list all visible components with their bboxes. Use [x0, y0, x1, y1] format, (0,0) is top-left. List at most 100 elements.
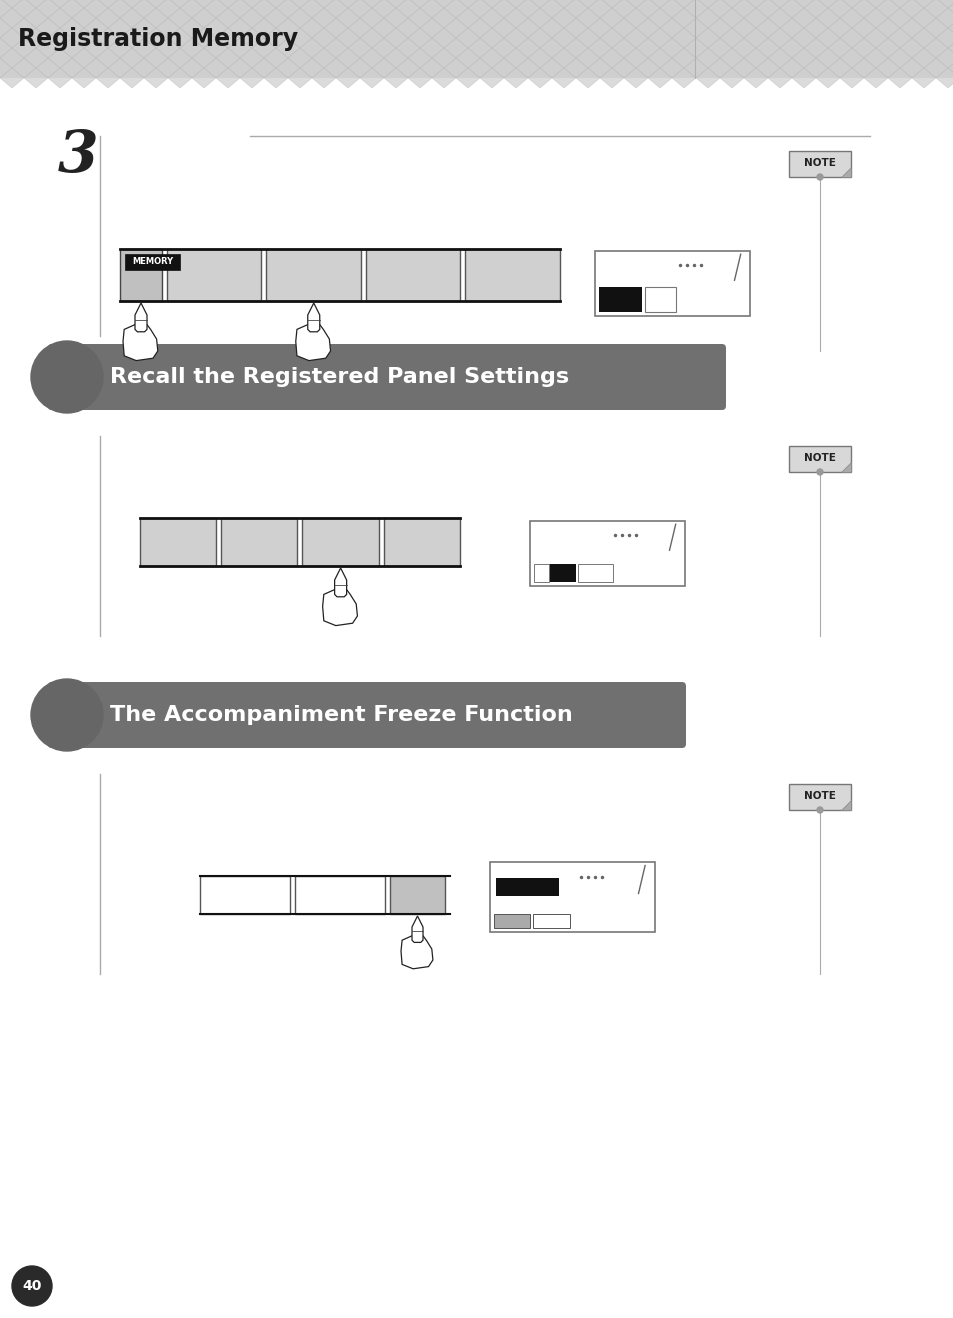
Polygon shape — [841, 167, 850, 177]
Polygon shape — [12, 0, 36, 18]
FancyBboxPatch shape — [548, 564, 576, 583]
Polygon shape — [359, 28, 384, 47]
Polygon shape — [252, 18, 275, 38]
Polygon shape — [24, 47, 48, 69]
Polygon shape — [468, 0, 492, 18]
Polygon shape — [400, 936, 433, 969]
FancyBboxPatch shape — [465, 249, 559, 301]
Polygon shape — [935, 47, 953, 69]
Polygon shape — [492, 58, 516, 78]
Polygon shape — [204, 38, 228, 58]
Polygon shape — [144, 47, 168, 69]
Polygon shape — [576, 0, 599, 8]
FancyBboxPatch shape — [383, 518, 459, 565]
Polygon shape — [443, 38, 468, 58]
Polygon shape — [0, 0, 24, 8]
Polygon shape — [935, 69, 953, 88]
Polygon shape — [372, 58, 395, 78]
Polygon shape — [599, 0, 623, 8]
Polygon shape — [875, 58, 899, 78]
Polygon shape — [875, 0, 899, 18]
Polygon shape — [827, 0, 851, 18]
FancyBboxPatch shape — [266, 249, 360, 301]
Polygon shape — [96, 28, 120, 47]
Polygon shape — [335, 0, 359, 8]
FancyBboxPatch shape — [390, 876, 444, 913]
Polygon shape — [312, 28, 335, 47]
Polygon shape — [479, 8, 503, 28]
Polygon shape — [348, 0, 372, 18]
Polygon shape — [264, 69, 288, 88]
Polygon shape — [947, 18, 953, 38]
Polygon shape — [192, 47, 215, 69]
Polygon shape — [720, 8, 743, 28]
Polygon shape — [587, 38, 612, 58]
Polygon shape — [156, 58, 180, 78]
Polygon shape — [215, 8, 240, 28]
Polygon shape — [60, 18, 84, 38]
Polygon shape — [432, 47, 456, 69]
Polygon shape — [576, 28, 599, 47]
Polygon shape — [120, 0, 144, 8]
Polygon shape — [576, 47, 599, 69]
Polygon shape — [755, 18, 780, 38]
Polygon shape — [288, 69, 312, 88]
Polygon shape — [252, 0, 275, 18]
Polygon shape — [623, 69, 647, 88]
Polygon shape — [443, 0, 468, 18]
FancyBboxPatch shape — [167, 249, 261, 301]
Polygon shape — [516, 0, 539, 18]
Polygon shape — [696, 47, 720, 69]
Polygon shape — [707, 58, 731, 78]
Circle shape — [30, 341, 103, 413]
Polygon shape — [671, 0, 696, 8]
Polygon shape — [587, 0, 612, 18]
FancyBboxPatch shape — [496, 878, 558, 896]
Polygon shape — [335, 69, 359, 88]
Polygon shape — [851, 18, 875, 38]
Polygon shape — [312, 8, 335, 28]
Polygon shape — [767, 47, 791, 69]
Polygon shape — [372, 38, 395, 58]
Polygon shape — [408, 28, 432, 47]
Polygon shape — [204, 18, 228, 38]
Polygon shape — [935, 0, 953, 8]
Polygon shape — [299, 38, 324, 58]
Circle shape — [816, 807, 822, 813]
Polygon shape — [683, 58, 707, 78]
Polygon shape — [275, 58, 299, 78]
Polygon shape — [335, 28, 359, 47]
Polygon shape — [299, 58, 324, 78]
Polygon shape — [623, 47, 647, 69]
Polygon shape — [827, 18, 851, 38]
Polygon shape — [252, 58, 275, 78]
Polygon shape — [815, 8, 840, 28]
Polygon shape — [563, 0, 587, 18]
Polygon shape — [412, 916, 422, 942]
Polygon shape — [803, 58, 827, 78]
Polygon shape — [36, 18, 60, 38]
FancyBboxPatch shape — [788, 445, 850, 472]
Polygon shape — [419, 58, 443, 78]
Polygon shape — [156, 18, 180, 38]
Polygon shape — [324, 58, 348, 78]
Polygon shape — [324, 38, 348, 58]
Polygon shape — [168, 69, 192, 88]
Polygon shape — [120, 8, 144, 28]
Polygon shape — [527, 8, 552, 28]
Text: 40: 40 — [22, 1278, 42, 1293]
Polygon shape — [887, 0, 911, 8]
Polygon shape — [683, 18, 707, 38]
Polygon shape — [539, 18, 563, 38]
Polygon shape — [767, 8, 791, 28]
Polygon shape — [192, 69, 215, 88]
Polygon shape — [322, 589, 357, 626]
Polygon shape — [887, 47, 911, 69]
Polygon shape — [899, 38, 923, 58]
Polygon shape — [432, 69, 456, 88]
Polygon shape — [527, 69, 552, 88]
Polygon shape — [384, 69, 408, 88]
Polygon shape — [683, 0, 707, 18]
Polygon shape — [295, 324, 330, 361]
Polygon shape — [384, 8, 408, 28]
